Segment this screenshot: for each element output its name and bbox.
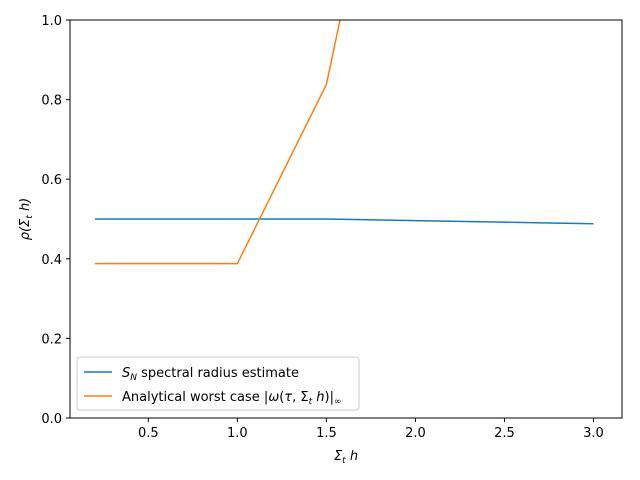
x-tick-label: 2.0 bbox=[405, 426, 426, 441]
legend-label-series-2: Analytical worst case |ω(τ, Σt h)|∞ bbox=[122, 390, 341, 407]
x-tick-label: 1.5 bbox=[316, 426, 337, 441]
y-tick-label: 0.0 bbox=[41, 412, 62, 427]
legend-label-series-1: SN spectral radius estimate bbox=[122, 366, 299, 383]
y-axis-label: ρ(Σt h) bbox=[18, 198, 35, 241]
x-tick-label: 1.0 bbox=[227, 426, 248, 441]
series-line-1 bbox=[94, 218, 594, 225]
legend: SN spectral radius estimate Analytical w… bbox=[76, 356, 360, 411]
x-tick-label: 0.5 bbox=[138, 426, 159, 441]
y-tick-label: 0.4 bbox=[41, 253, 62, 268]
x-axis-ticks: 0.5 1.0 1.5 2.0 2.5 3.0 bbox=[138, 418, 604, 441]
y-axis-ticks: 0.0 0.2 0.4 0.6 0.8 1.0 bbox=[41, 14, 70, 427]
x-tick-label: 3.0 bbox=[583, 426, 604, 441]
x-axis-label: Σt h bbox=[334, 449, 358, 466]
series-line-2 bbox=[94, 20, 341, 265]
y-tick-label: 0.2 bbox=[41, 332, 62, 347]
series-lines bbox=[94, 20, 594, 265]
x-tick-label: 2.5 bbox=[494, 426, 515, 441]
y-tick-label: 1.0 bbox=[41, 14, 62, 29]
legend-box bbox=[76, 356, 360, 411]
y-tick-label: 0.6 bbox=[41, 173, 62, 188]
y-tick-label: 0.8 bbox=[41, 94, 62, 109]
plot-frame bbox=[69, 19, 623, 419]
